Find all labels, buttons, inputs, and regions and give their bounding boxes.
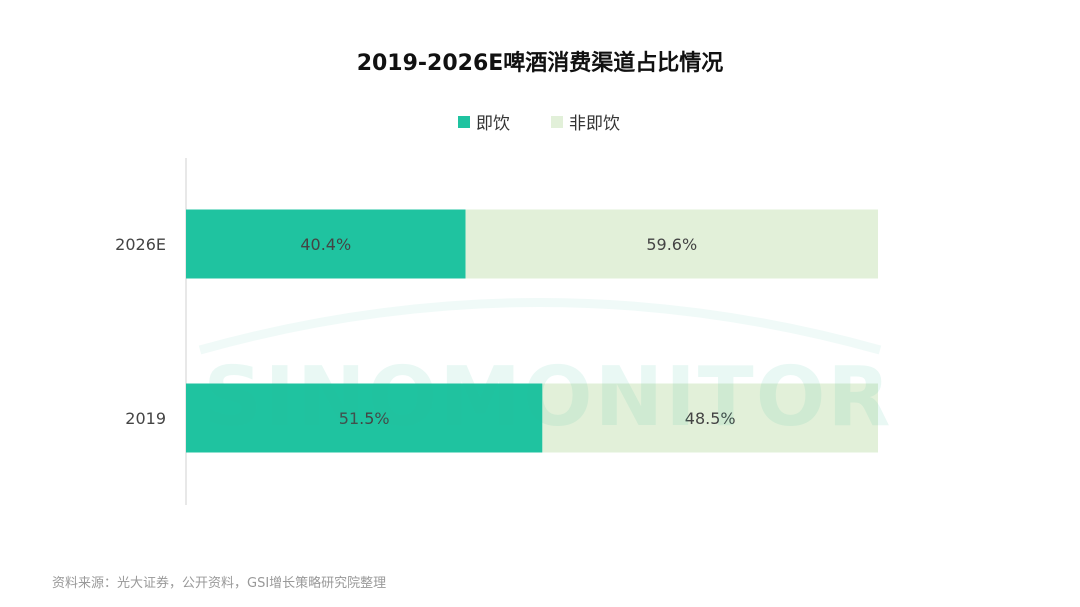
bar-segment: [186, 383, 543, 453]
chart-title: 2019-2026E啤酒消费渠道占比情况: [357, 50, 724, 76]
legend: 即饮 非即饮: [458, 114, 620, 134]
bars-group: 2026E 40.4% 59.6% 2019 51.5% 48.5%: [115, 209, 878, 453]
bar-segment: [542, 383, 878, 453]
legend-swatch-series-2: [551, 116, 563, 128]
data-label: 40.4%: [300, 235, 351, 254]
watermark: SINOMONITOR: [198, 298, 892, 445]
legend-label-series-2: 非即饮: [569, 114, 620, 134]
data-label: 48.5%: [685, 409, 736, 428]
source-note: 资料来源：光大证券，公开资料，GSI增长策略研究院整理: [52, 575, 386, 591]
y-tick-label: 2026E: [115, 235, 166, 254]
data-label: 51.5%: [339, 409, 390, 428]
y-tick-label: 2019: [125, 409, 166, 428]
data-label: 59.6%: [646, 235, 697, 254]
bar-segment: [186, 209, 466, 279]
legend-swatch-series-1: [458, 116, 470, 128]
bar-segment: [465, 209, 878, 279]
watermark-arc: [198, 298, 882, 355]
watermark-text: SINOMONITOR: [203, 350, 892, 445]
legend-label-series-1: 即饮: [476, 114, 510, 134]
